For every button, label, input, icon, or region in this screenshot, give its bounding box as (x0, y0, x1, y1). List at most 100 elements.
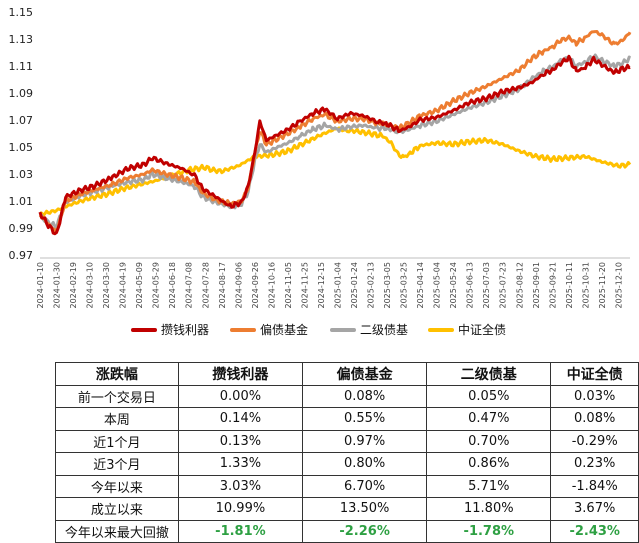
x-tick-label: 2025-09-21 (548, 262, 557, 309)
table-body: 前一个交易日 0.00% 0.08% 0.05% 0.03% 本周 0.14% 0.55% 0.… (55, 384, 639, 543)
table-header-row: 涨跌幅 攒钱利器 偏债基金 二级债基 中证全债 (55, 362, 639, 386)
x-tick-label: 2025-09-01 (532, 262, 541, 309)
table-cell: 0.14% (177, 407, 304, 431)
x-tick-label: 2025-12-10 (614, 262, 623, 309)
x-tick-label: 2024-03-10 (86, 262, 95, 309)
x-tick-label: 2025-01-24 (350, 262, 359, 309)
series-line-3 (39, 126, 632, 217)
x-tick-label: 2024-07-08 (185, 262, 194, 309)
table-cell: -1.81% (177, 519, 304, 543)
table-row: 前一个交易日 0.00% 0.08% 0.05% 0.03% (55, 384, 639, 408)
x-tick-label: 2024-08-17 (218, 262, 227, 309)
table-cell: 0.80% (302, 452, 428, 476)
row-label: 今年以来最大回撤 (55, 519, 179, 543)
x-tick-label: 2024-03-30 (102, 262, 111, 309)
table-cell: 0.08% (302, 384, 428, 408)
x-tick-label: 2024-05-09 (135, 262, 144, 309)
performance-table: 涨跌幅 攒钱利器 偏债基金 二级债基 中证全债 前一个交易日 0.00% 0.08%… (55, 362, 639, 543)
x-tick-label: 2024-10-16 (267, 262, 276, 309)
x-tick-label: 2025-10-11 (565, 262, 574, 309)
row-label: 本周 (55, 407, 179, 431)
x-tick-label: 2025-02-13 (367, 262, 376, 309)
table-cell: 11.80% (426, 497, 552, 521)
x-tick-label: 2024-12-15 (317, 262, 326, 309)
header-cell: 中证全债 (550, 362, 639, 386)
table-row: 成立以来 10.99% 13.50% 11.80% 3.67% (55, 497, 639, 521)
x-tick-label: 2025-06-13 (466, 262, 475, 309)
series-line-1 (38, 30, 632, 234)
x-tick-label: 2024-06-18 (168, 262, 177, 309)
x-tick-label: 2024-09-26 (251, 262, 260, 309)
table-cell: -0.29% (550, 429, 639, 453)
x-tick-label: 2025-03-25 (400, 262, 409, 309)
legend-label: 攒钱利器 (161, 323, 210, 337)
y-tick-label: 1.15 (9, 6, 34, 19)
y-tick-label: 0.97 (9, 249, 34, 262)
x-tick-label: 2024-01-10 (36, 262, 45, 309)
table-cell: 6.70% (302, 474, 428, 498)
table-cell: 13.50% (302, 497, 428, 521)
x-tick-label: 2025-07-23 (499, 262, 508, 309)
x-tick-label: 2025-03-05 (383, 262, 392, 309)
x-tick-label: 2025-05-04 (433, 262, 442, 309)
table-cell: 0.47% (426, 407, 552, 431)
y-tick-label: 1.09 (9, 87, 34, 100)
table-cell: 0.05% (426, 384, 552, 408)
series-layer (38, 30, 632, 236)
chart-legend: 攒钱利器 偏债基金 二级债基 中证全债 (0, 321, 639, 343)
x-tick-label: 2025-11-20 (598, 262, 607, 309)
table-cell: 1.33% (177, 452, 304, 476)
legend-item-zqlq: 攒钱利器 (131, 321, 209, 338)
table-cell: 0.13% (177, 429, 304, 453)
x-tick-label: 2024-07-28 (201, 262, 210, 309)
x-axis: 2024-01-10 2024-01-30 2024-02-19 2024-03-10… (36, 257, 630, 309)
legend-label: 二级债基 (360, 323, 409, 337)
y-axis: 0.97 0.99 1.01 1.03 1.05 1.07 1.09 1.11 1.13 1.15 (9, 6, 34, 262)
table-cell: 3.67% (550, 497, 639, 521)
x-tick-label: 2024-05-29 (152, 262, 161, 309)
y-tick-label: 1.07 (9, 114, 34, 127)
series-line-2 (39, 53, 632, 231)
header-cell: 攒钱利器 (177, 362, 304, 386)
x-tick-label: 2025-01-04 (333, 262, 342, 309)
x-tick-label: 2024-04-19 (119, 262, 128, 309)
legend-item-ejzj: 二级债基 (330, 321, 408, 338)
table-cell: -2.26% (302, 519, 428, 543)
header-cell: 涨跌幅 (55, 362, 179, 386)
x-tick-label: 2025-08-12 (515, 262, 524, 309)
table-cell: -2.43% (550, 519, 639, 543)
y-tick-label: 1.11 (9, 60, 34, 73)
table-cell: 0.23% (550, 452, 639, 476)
table-cell: 0.55% (302, 407, 428, 431)
table-cell: -1.84% (550, 474, 639, 498)
x-tick-label: 2024-09-06 (234, 262, 243, 309)
legend-swatch (330, 327, 356, 332)
legend-label: 偏债基金 (260, 323, 309, 337)
table-cell: 0.70% (426, 429, 552, 453)
legend-swatch (230, 327, 256, 332)
row-label: 今年以来 (55, 474, 179, 498)
header-cell: 偏债基金 (302, 362, 428, 386)
table-row: 近1个月 0.13% 0.97% 0.70% -0.29% (55, 429, 639, 453)
table-row: 今年以来 3.03% 6.70% 5.71% -1.84% (55, 474, 639, 498)
x-tick-label: 2024-11-25 (300, 262, 309, 309)
legend-swatch (131, 327, 157, 332)
line-chart: 0.97 0.99 1.01 1.03 1.05 1.07 1.09 1.11 1.13 1.15… (9, 6, 632, 309)
x-tick-label: 2024-02-19 (69, 262, 78, 309)
x-tick-label: 2025-04-14 (416, 262, 425, 309)
x-tick-label: 2025-07-03 (482, 262, 491, 309)
legend-item-zzqz: 中证全债 (428, 321, 506, 338)
table-cell: 0.08% (550, 407, 639, 431)
table-cell: 0.86% (426, 452, 552, 476)
y-tick-label: 0.99 (9, 222, 34, 235)
y-tick-label: 1.13 (9, 33, 34, 46)
table-cell: 0.03% (550, 384, 639, 408)
table-row: 近3个月 1.33% 0.80% 0.86% 0.23% (55, 452, 639, 476)
table-cell: -1.78% (426, 519, 552, 543)
y-tick-label: 1.03 (9, 168, 34, 181)
legend-label: 中证全债 (458, 323, 507, 337)
x-tick-label: 2024-01-30 (53, 262, 62, 309)
table-row: 今年以来最大回撤 -1.81% -2.26% -1.78% -2.43% (55, 519, 639, 543)
row-label: 近3个月 (55, 452, 179, 476)
table-cell: 5.71% (426, 474, 552, 498)
